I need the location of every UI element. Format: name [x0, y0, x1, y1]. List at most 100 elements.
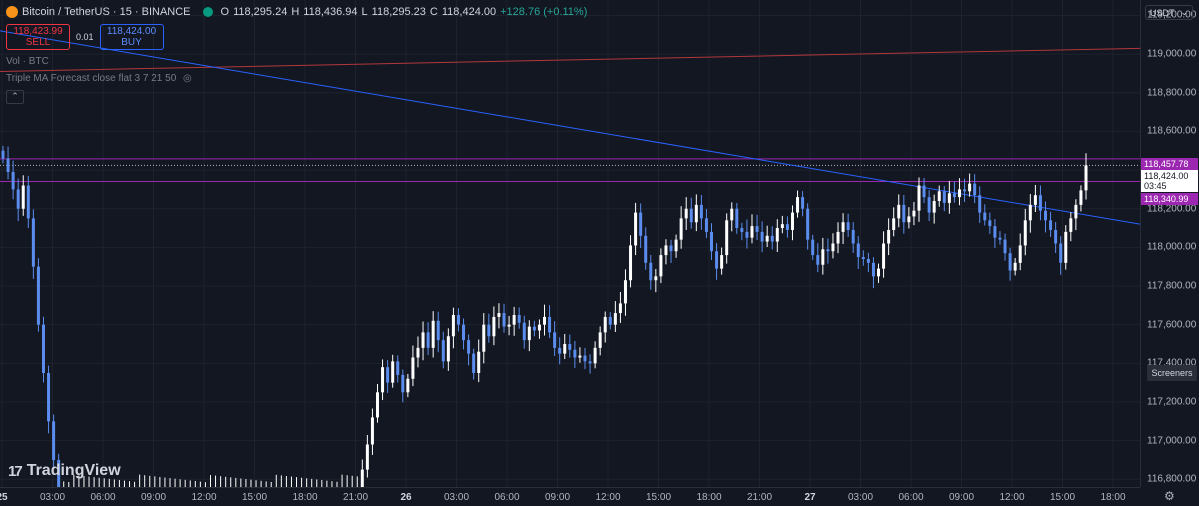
triple-ma-indicator-label[interactable]: Triple MA Forecast close flat 3 7 21 50 …	[6, 73, 192, 84]
candle-body	[365, 444, 369, 470]
chart-pane[interactable]: Bitcoin / TetherUS · 15 · BINANCE O 118,2…	[0, 0, 1140, 487]
candle-body	[462, 324, 466, 341]
candle-body	[978, 195, 982, 213]
currency-label: USDT	[1150, 7, 1175, 18]
candle-body	[472, 353, 476, 373]
sell-price: 118,423.99	[13, 26, 63, 37]
candle-body	[497, 313, 501, 317]
bitcoin-logo-icon	[6, 6, 18, 18]
candle-body	[750, 226, 754, 238]
candle-body	[532, 326, 536, 331]
tradingview-logo-icon: 17	[8, 462, 23, 480]
candle-body	[1084, 165, 1088, 191]
candle-body	[548, 316, 552, 333]
ohlc-low: 118,295.23	[371, 6, 426, 18]
candle-body	[785, 224, 789, 230]
candle-body	[507, 324, 511, 327]
candle-body	[11, 171, 15, 190]
price-tick: 117,800.00	[1147, 280, 1197, 292]
candle-body	[806, 208, 810, 240]
candle-body	[912, 210, 916, 217]
price-tick: 117,200.00	[1147, 396, 1197, 408]
chart-canvas[interactable]	[0, 0, 1140, 487]
candle-body	[451, 315, 455, 337]
candle-body	[937, 191, 941, 201]
collapse-indicators-button[interactable]: ⌃	[6, 90, 24, 104]
price-tick: 119,000.00	[1147, 48, 1197, 60]
candle-body	[765, 235, 769, 242]
candle-body	[1018, 245, 1022, 263]
time-tick: 09:00	[948, 492, 975, 503]
candle-body	[745, 231, 749, 238]
candle-body	[710, 231, 714, 252]
candle-body	[998, 237, 1002, 240]
candle-body	[1038, 195, 1042, 211]
sell-button[interactable]: 118,423.99 SELL	[6, 24, 70, 50]
trade-panel: 118,423.99 SELL 0.01 118,424.00 BUY	[6, 24, 164, 50]
time-tick: 03:00	[443, 492, 470, 503]
candle-body	[608, 316, 612, 325]
candle-body	[36, 266, 40, 325]
candle-body	[957, 189, 961, 198]
candle-body	[603, 316, 607, 333]
candle-body	[381, 367, 385, 393]
symbol-title[interactable]: Bitcoin / TetherUS · 15 · BINANCE	[22, 6, 191, 18]
candle-body	[1023, 220, 1027, 246]
ohlc-open: 118,295.24	[233, 6, 288, 18]
price-axis[interactable]: 119,200.00 119,000.00 118,800.00 118,600.00…	[1140, 0, 1199, 487]
gear-icon[interactable]: ⚙	[1164, 489, 1175, 503]
candle-body	[892, 218, 896, 230]
candle-body	[755, 226, 759, 232]
price-tick: 118,800.00	[1147, 87, 1197, 99]
candle-body	[679, 218, 683, 240]
ohlc-open-label: O	[220, 6, 230, 18]
candle-body	[816, 255, 820, 265]
upper-marker-price-label: 118,457.78	[1141, 158, 1198, 170]
symbol-legend: Bitcoin / TetherUS · 15 · BINANCE O 118,2…	[6, 6, 587, 18]
candle-body	[553, 332, 557, 348]
candle-body	[436, 320, 440, 341]
candle-body	[629, 245, 633, 281]
time-tick: 25	[0, 492, 8, 503]
candle-body	[836, 231, 840, 244]
candle-body	[694, 204, 698, 223]
candle-body	[634, 212, 638, 246]
current-price-label: 118,424.00 03:45	[1141, 170, 1198, 192]
candle-body	[467, 340, 471, 354]
hidden-eye-icon[interactable]: ◎	[183, 73, 192, 84]
order-quantity[interactable]: 0.01	[76, 32, 94, 42]
time-tick: 21:00	[746, 492, 773, 503]
currency-selector[interactable]: USDT ⌄	[1145, 5, 1193, 20]
candle-body	[527, 326, 531, 341]
price-tick: 117,400.00	[1147, 357, 1197, 369]
price-tick: 118,200.00	[1147, 203, 1197, 215]
price-tick: 117,000.00	[1147, 435, 1197, 447]
candle-body	[684, 208, 688, 219]
time-tick: 06:00	[494, 492, 520, 503]
candle-body	[704, 218, 708, 232]
candle-body	[41, 324, 45, 373]
candle-body	[391, 361, 395, 383]
chevron-down-icon: ⌄	[1180, 7, 1188, 17]
candle-body	[796, 197, 800, 213]
candle-body	[396, 361, 400, 375]
time-tick: 12:00	[999, 492, 1025, 503]
candle-body	[725, 220, 729, 256]
candle-body	[659, 255, 663, 277]
lower-marker-price-label: 118,340.99	[1141, 193, 1198, 205]
buy-button[interactable]: 118,424.00 BUY	[99, 24, 164, 50]
volume-indicator-label[interactable]: Vol · BTC	[6, 56, 49, 67]
candle-body	[669, 245, 673, 252]
screeners-button[interactable]: Screeners	[1147, 365, 1197, 381]
candle-body	[21, 185, 25, 209]
candle-body	[730, 208, 734, 221]
candle-body	[573, 349, 577, 358]
candle-body	[988, 220, 992, 227]
time-axis[interactable]: 25 03:00 06:00 09:00 12:00 15:00 18:00 21:00 26 0…	[0, 487, 1140, 506]
candle-body	[31, 218, 35, 267]
candle-body	[578, 355, 582, 358]
triple-ma-text: Triple MA Forecast close flat 3 7 21 50	[6, 73, 177, 84]
time-tick: 09:00	[140, 492, 167, 503]
candle-body	[583, 355, 587, 362]
candle-body	[406, 378, 410, 393]
